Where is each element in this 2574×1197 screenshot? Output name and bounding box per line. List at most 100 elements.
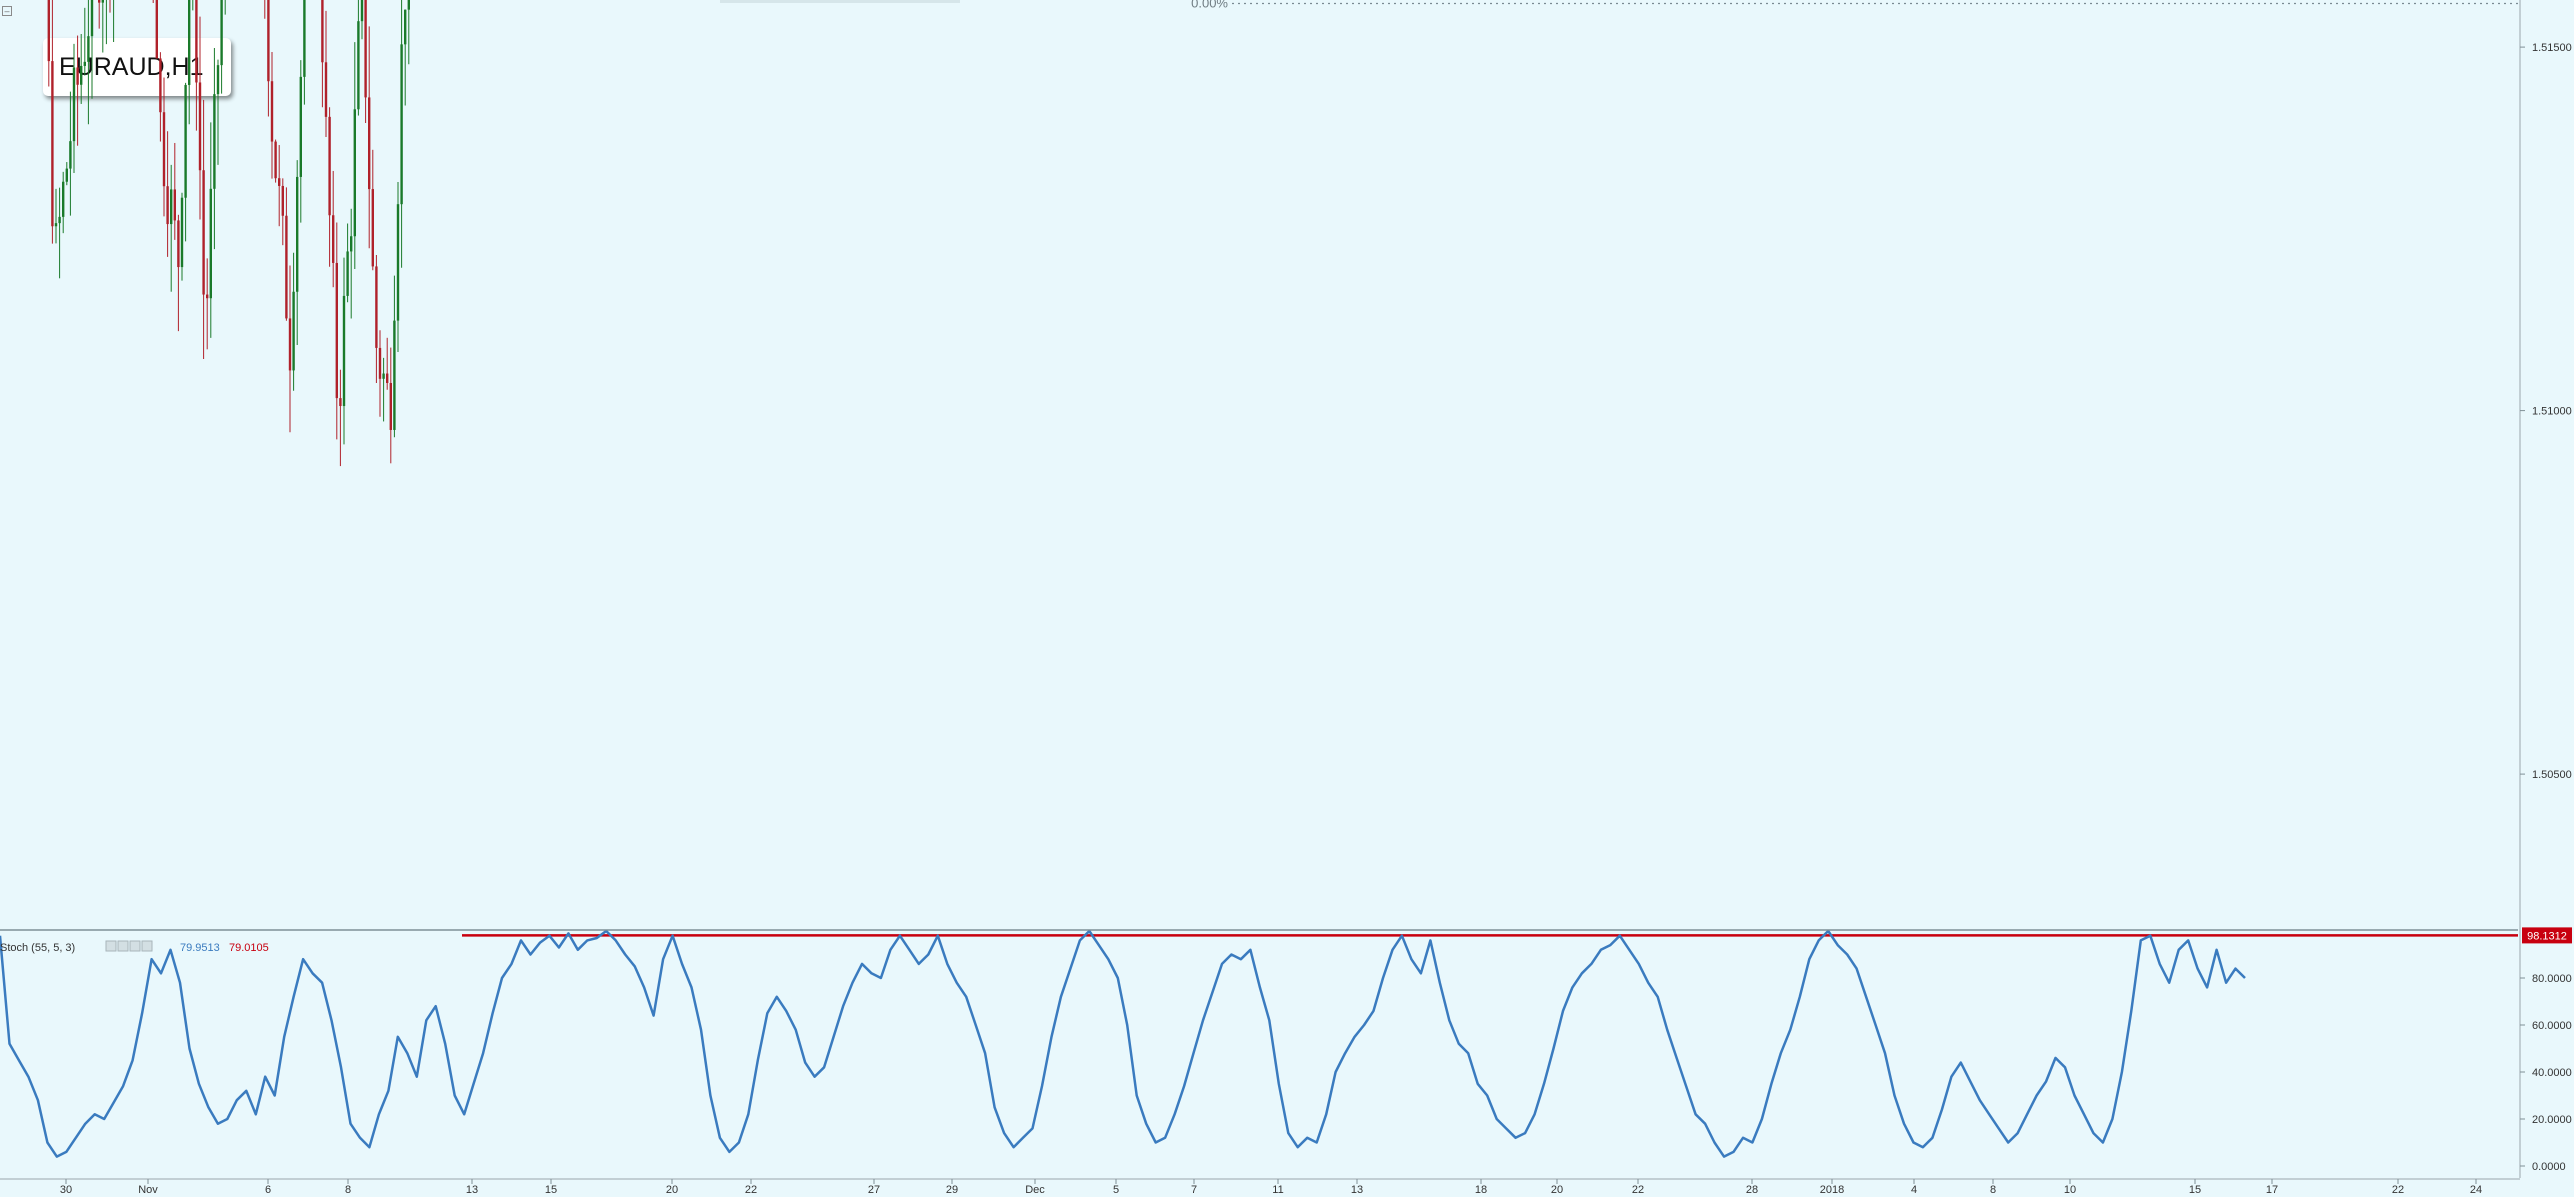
candle-body <box>288 318 292 371</box>
candle-body <box>220 0 223 66</box>
settings-icon[interactable] <box>117 940 129 952</box>
candle-body <box>80 65 83 85</box>
time-tick-label: Nov <box>138 1184 158 1196</box>
candle-body <box>206 294 209 299</box>
stoch-tick-label: 20.0000 <box>2532 1114 2572 1126</box>
candle-body <box>180 197 184 268</box>
stoch-legend-name: Stoch (55, 5, 3) <box>0 942 75 954</box>
top-tab-handle[interactable] <box>720 0 960 3</box>
time-tick-label: Dec <box>1025 1184 1045 1196</box>
candle-body <box>404 9 407 45</box>
candle-body <box>267 0 270 82</box>
time-tick-label: 27 <box>868 1184 880 1196</box>
candle-body <box>292 291 295 371</box>
time-tick-label: 8 <box>1990 1184 1996 1196</box>
candle-body <box>360 0 364 22</box>
stoch-tick-label: 40.0000 <box>2532 1067 2572 1079</box>
candle-body <box>407 0 410 10</box>
candle-body <box>76 67 79 85</box>
stoch-tick-label: 60.0000 <box>2532 1020 2572 1032</box>
stoch-value-d: 79.0105 <box>229 942 269 954</box>
price-tick-label: 1.51000 <box>2532 406 2572 418</box>
time-tick-label: 6 <box>265 1184 271 1196</box>
candle-body <box>177 220 180 268</box>
stoch-tick-label: 80.0000 <box>2532 973 2572 985</box>
candle-body <box>321 0 324 63</box>
candle-body <box>346 251 349 296</box>
stoch-level-badge <box>2522 927 2572 944</box>
candle-body <box>184 84 187 198</box>
candle-body <box>72 67 76 142</box>
candle-body <box>198 82 202 171</box>
candle-body <box>170 189 173 225</box>
time-tick-label: 5 <box>1113 1184 1119 1196</box>
time-tick-label: 20 <box>666 1184 678 1196</box>
candle-body <box>47 0 50 62</box>
fibonacci-level-label: 0.00% <box>1191 0 1228 10</box>
candle-body <box>378 347 382 379</box>
time-tick-label: 13 <box>1351 1184 1363 1196</box>
candle-body <box>216 65 220 95</box>
candle-body <box>353 109 356 237</box>
time-tick-label: 8 <box>345 1184 351 1196</box>
candle-body <box>195 0 198 83</box>
candle-body <box>296 176 299 292</box>
candle-body <box>209 188 212 299</box>
candle-body <box>101 0 104 3</box>
time-tick-label: 4 <box>1911 1184 1917 1196</box>
candle-body <box>382 373 385 379</box>
candle-body <box>69 141 72 169</box>
time-tick-label: 7 <box>1191 1184 1197 1196</box>
close-icon[interactable] <box>141 940 153 952</box>
candle-body <box>389 382 392 430</box>
time-tick-label: 22 <box>2392 1184 2404 1196</box>
candle-body <box>324 62 328 117</box>
candle-body <box>393 320 396 430</box>
stoch-line <box>0 929 2246 1158</box>
time-tick-label: 13 <box>466 1184 478 1196</box>
candle-body <box>83 61 86 66</box>
candle-body <box>371 189 374 267</box>
price-tick-label: 1.50500 <box>2532 769 2572 781</box>
price-pane: 100.00%50.00%0.00%Major ResistanceMajor … <box>47 0 2518 467</box>
symbol-label: EURAUD,H1 <box>59 52 204 81</box>
stoch-tick-label: 0.0000 <box>2532 1161 2566 1173</box>
candle-body <box>357 21 360 110</box>
time-tick-label: 15 <box>545 1184 557 1196</box>
candle-body <box>62 181 65 217</box>
candle-body <box>98 0 101 3</box>
time-tick-label: 22 <box>1632 1184 1644 1196</box>
time-tick-label: 2018 <box>1820 1184 1844 1196</box>
time-tick-label: 28 <box>1746 1184 1758 1196</box>
candle-body <box>173 189 176 221</box>
candle-body <box>332 215 335 263</box>
time-tick-label: 30 <box>60 1184 72 1196</box>
time-tick-label: 22 <box>745 1184 757 1196</box>
candle-body <box>400 44 403 205</box>
candle-body <box>162 112 166 187</box>
time-tick-label: 18 <box>1475 1184 1487 1196</box>
stoch-level-badge-text: 98.1312 <box>2527 930 2567 942</box>
candle-body <box>368 97 371 190</box>
candle-body <box>65 168 68 182</box>
time-tick-label: 20 <box>1551 1184 1563 1196</box>
time-tick-label: 29 <box>946 1184 958 1196</box>
collapse-icon[interactable]: – <box>2 6 12 16</box>
candle-body <box>281 185 284 216</box>
candle-body <box>335 262 338 399</box>
candle-body <box>166 186 169 225</box>
candle-body <box>274 141 277 179</box>
add-icon[interactable] <box>129 940 141 952</box>
stoch-value-k: 79.9513 <box>180 942 220 954</box>
candle-body <box>213 94 216 189</box>
time-tick-label: 11 <box>1272 1184 1283 1196</box>
eye-icon[interactable] <box>105 940 117 952</box>
time-tick-label: 15 <box>2189 1184 2201 1196</box>
candle-body <box>51 61 54 227</box>
time-tick-label: 24 <box>2470 1184 2482 1196</box>
candle-body <box>155 0 158 59</box>
candles <box>47 0 410 467</box>
candle-body <box>364 0 367 98</box>
